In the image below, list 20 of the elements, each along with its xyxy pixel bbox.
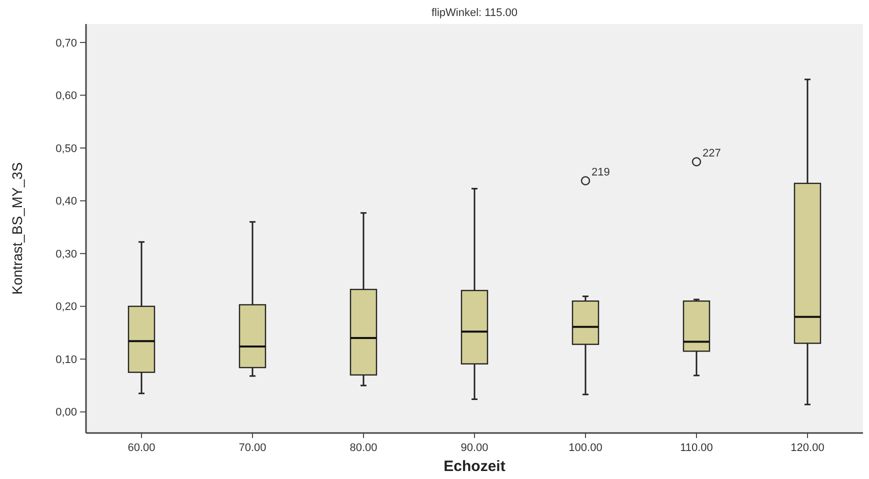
chart-title: flipWinkel: 115.00 — [431, 7, 518, 19]
annotation: 227 — [702, 148, 721, 160]
x-tick-label: 70.00 — [238, 442, 266, 454]
y-tick-label: 0,60 — [56, 90, 77, 102]
y-tick-label: 0,40 — [56, 196, 77, 208]
y-tick-label: 0,70 — [56, 37, 77, 50]
y-tick-label: 0,30 — [56, 248, 77, 260]
y-tick-label: 0,00 — [56, 406, 77, 419]
x-tick-label: 110.00 — [680, 442, 713, 454]
x-axis-title: Echozeit — [444, 458, 506, 475]
y-tick-label: 0,50 — [56, 142, 77, 155]
y-axis-title: Kontrast_BS_MY_3S — [9, 162, 25, 295]
x-tick-label: 90.00 — [460, 442, 488, 454]
x-tick-label: 100.00 — [568, 442, 602, 454]
x-tick-label: 80.00 — [350, 442, 378, 454]
x-tick-label: 60.00 — [128, 442, 156, 454]
annotation: 219 — [592, 166, 610, 179]
x-tick-label: 120.00 — [790, 442, 824, 454]
y-tick-label: 0,20 — [56, 301, 77, 314]
y-tick-label: 0,10 — [56, 354, 77, 366]
